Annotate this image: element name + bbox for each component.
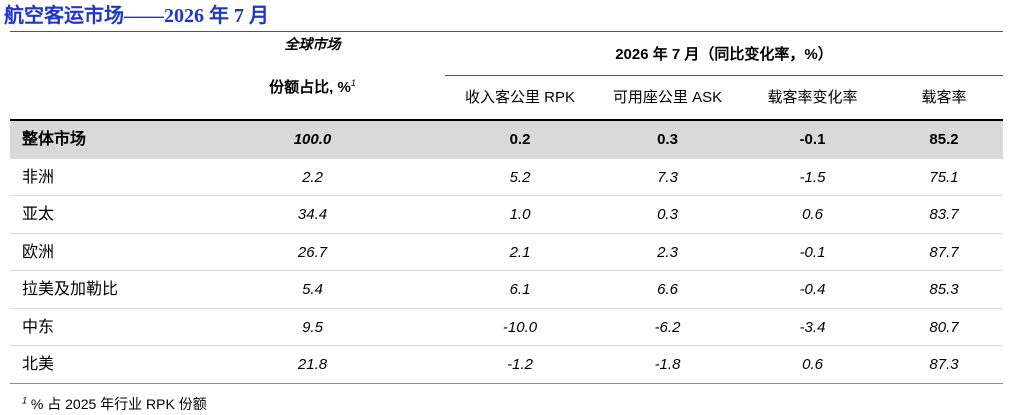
load-factor-cell: 85.3 — [929, 281, 959, 298]
rpk-cell: 2.1 — [509, 243, 531, 261]
row-asia-pacific: 亚太 34.4 1.0 0.3 0.6 83.7 — [10, 196, 1003, 234]
rpk-cell: -1.2 — [507, 356, 533, 373]
rpk-column-header: 收入客公里 RPK — [464, 89, 575, 106]
page-title: 航空客运市场——2026 年 7 月 — [4, 5, 269, 27]
share-column-label: 份额占比, % — [269, 79, 351, 96]
footnote-text: % 占 2025 年行业 RPK 份额 — [30, 396, 207, 412]
share-cell: 34.4 — [297, 206, 328, 223]
load-factor-cell: 87.3 — [929, 356, 959, 373]
footnote: 1 % 占 2025 年行业 RPK 份额 — [22, 395, 207, 413]
share-cell: 2.2 — [302, 168, 323, 186]
region-cell: 非洲 — [22, 168, 55, 186]
rpk-cell: 5.2 — [509, 168, 531, 186]
rpk-cell: -10.0 — [502, 318, 538, 336]
load-factor-change-cell: -0.1 — [799, 243, 826, 261]
header-divider — [10, 119, 1003, 121]
row-latin-america-caribbean: 拉美及加勒比 5.4 6.1 6.6 -0.4 85.3 — [10, 271, 1003, 309]
table-body: 整体市场 100.0 0.2 0.3 -0.1 85.2 非洲 2.2 5.2 … — [10, 121, 1003, 384]
share-cell: 21.8 — [297, 356, 328, 373]
load-factor-cell: 75.1 — [929, 168, 959, 186]
row-europe: 欧洲 26.7 2.1 2.3 -0.1 87.7 — [10, 234, 1003, 271]
region-cell: 北美 — [22, 356, 55, 373]
group-header-divider — [445, 75, 1003, 76]
ask-cell: 7.3 — [657, 168, 678, 186]
load-factor-cell: 80.7 — [929, 318, 959, 336]
rpk-cell: 0.2 — [509, 131, 531, 148]
row-north-america: 北美 21.8 -1.2 -1.8 0.6 87.3 — [10, 346, 1003, 384]
ask-cell: 0.3 — [657, 206, 678, 223]
region-cell: 整体市场 — [22, 131, 87, 148]
load-factor-cell: 85.2 — [929, 131, 959, 148]
share-column-header: 份额占比, %1 — [180, 79, 445, 97]
change-group-header: 2026 年 7 月（同比变化率，%） — [615, 46, 833, 63]
load-factor-change-cell: -0.1 — [799, 131, 826, 148]
ask-cell: 2.3 — [657, 243, 678, 261]
ask-cell: 6.6 — [657, 281, 678, 298]
load-factor-column-header: 载客率 — [921, 89, 967, 106]
share-cell: 9.5 — [302, 318, 323, 336]
share-cell: 5.4 — [302, 281, 323, 298]
load-factor-cell: 83.7 — [929, 206, 959, 223]
load-factor-change-column-header: 载客率变化率 — [767, 89, 858, 106]
row-total-market: 整体市场 100.0 0.2 0.3 -0.1 85.2 — [10, 121, 1003, 159]
region-cell: 拉美及加勒比 — [22, 281, 119, 298]
load-factor-change-cell: 0.6 — [802, 206, 823, 223]
region-cell: 亚太 — [22, 206, 55, 223]
ask-cell: -1.8 — [654, 356, 681, 373]
footnote-reference-mark: 1 — [350, 78, 356, 88]
share-group-header: 全球市场 — [284, 36, 341, 52]
ask-cell: -6.2 — [654, 318, 681, 336]
load-factor-cell: 87.7 — [929, 243, 959, 261]
share-cell: 100.0 — [293, 131, 332, 148]
load-factor-change-cell: -1.5 — [799, 168, 826, 186]
share-cell: 26.7 — [297, 243, 328, 261]
row-africa: 非洲 2.2 5.2 7.3 -1.5 75.1 — [10, 159, 1003, 196]
load-factor-change-cell: 0.6 — [802, 356, 823, 373]
rpk-cell: 1.0 — [509, 206, 531, 223]
ask-column-header: 可用座公里 ASK — [612, 89, 723, 106]
footnote-mark: 1 — [22, 395, 28, 406]
load-factor-change-cell: -3.4 — [799, 318, 826, 336]
ask-cell: 0.3 — [657, 131, 678, 148]
load-factor-change-cell: -0.4 — [799, 281, 826, 298]
rpk-cell: 6.1 — [509, 281, 531, 298]
row-middle-east: 中东 9.5 -10.0 -6.2 -3.4 80.7 — [10, 309, 1003, 346]
title-divider — [10, 31, 1003, 32]
region-cell: 中东 — [22, 318, 55, 336]
region-cell: 欧洲 — [22, 243, 55, 261]
